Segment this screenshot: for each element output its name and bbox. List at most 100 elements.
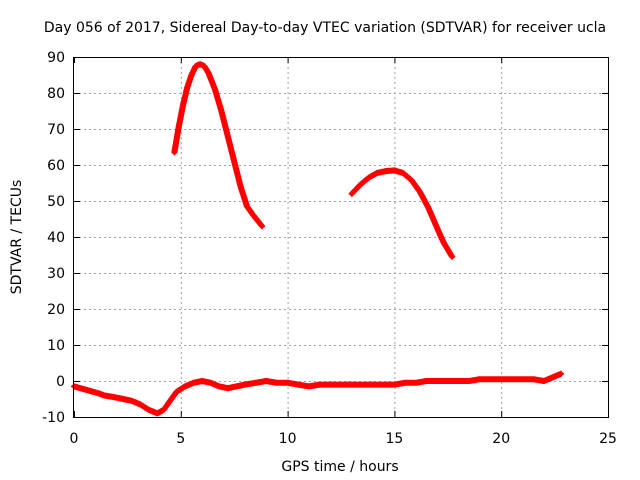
y-axis-label: SDTVAR / TECUs [9, 180, 25, 295]
data-point [541, 378, 547, 384]
data-point [200, 378, 205, 384]
data-point [225, 134, 230, 139]
data-point [206, 71, 211, 76]
y-tick-label: -10 [42, 410, 65, 426]
data-point [234, 384, 239, 389]
data-point [146, 407, 151, 412]
data-point [328, 382, 333, 387]
y-tick-label: 80 [47, 86, 65, 102]
data-point [296, 382, 301, 387]
data-point [84, 387, 90, 393]
data-point [477, 377, 482, 382]
data-series [348, 167, 456, 260]
data-point [509, 377, 515, 382]
data-point [259, 224, 265, 229]
data-point [161, 407, 166, 412]
data-point [242, 382, 248, 387]
y-tick-label: 70 [47, 122, 65, 138]
data-point [531, 377, 536, 382]
data-series [171, 61, 265, 230]
data-point [193, 63, 198, 69]
x-tick-label: 25 [599, 431, 617, 447]
x-tick-label: 15 [385, 431, 403, 447]
data-point [101, 393, 107, 398]
data-point [129, 398, 134, 403]
data-point [274, 380, 280, 385]
data-point [488, 377, 493, 382]
data-point [202, 63, 207, 69]
data-point [550, 375, 555, 380]
data-point [91, 389, 96, 394]
chart-title: Day 056 of 2017, Sidereal Day-to-day VTE… [44, 20, 606, 36]
data-point [434, 378, 440, 384]
data-point [520, 377, 525, 382]
data-point [360, 382, 365, 387]
data-point [445, 378, 450, 384]
data-point [238, 184, 243, 189]
data-point [217, 384, 222, 389]
data-point [225, 386, 230, 391]
data-point [264, 378, 269, 384]
data-point [434, 225, 440, 231]
data-point [306, 384, 312, 389]
x-tick-label: 5 [176, 431, 185, 447]
data-point [138, 402, 143, 407]
data-point [155, 411, 160, 416]
y-tick-label: 30 [47, 266, 65, 282]
data-point [78, 386, 83, 391]
data-point [120, 396, 126, 402]
y-tick-label: 90 [47, 50, 65, 66]
data-point [191, 380, 196, 385]
plot-area [71, 61, 564, 417]
data-point [349, 191, 354, 196]
data-point [197, 61, 203, 67]
y-tick-label: 20 [47, 302, 65, 318]
data-point [417, 189, 423, 195]
data-point [558, 371, 564, 376]
data-point [189, 72, 194, 78]
grid-lines [74, 57, 608, 417]
data-point [370, 382, 376, 387]
data-point [424, 378, 429, 384]
data-point [366, 175, 371, 180]
data-point [392, 382, 397, 387]
data-point [172, 150, 177, 155]
data-series [71, 370, 564, 417]
data-point [174, 389, 179, 394]
data-point [499, 377, 504, 382]
data-point [402, 380, 408, 385]
data-point [449, 254, 455, 259]
data-point [251, 213, 256, 218]
x-tick-label: 20 [492, 431, 510, 447]
data-point [409, 177, 414, 183]
data-point [426, 206, 431, 211]
data-point [232, 159, 237, 164]
data-point [400, 170, 406, 176]
data-point [358, 182, 363, 187]
y-tick-label: 10 [47, 338, 65, 354]
data-point [317, 382, 322, 387]
data-point [338, 382, 344, 387]
data-point [456, 378, 461, 384]
data-point [244, 204, 250, 209]
data-point [381, 382, 386, 387]
data-point [182, 384, 188, 389]
data-point [413, 380, 418, 385]
x-tick-label: 10 [279, 431, 297, 447]
data-point [285, 380, 290, 385]
data-point [375, 170, 380, 176]
y-tick-label: 0 [56, 374, 65, 390]
data-point [392, 168, 397, 173]
data-point [467, 378, 472, 384]
data-point [180, 103, 186, 108]
data-point [97, 391, 102, 396]
data-point [212, 87, 218, 92]
axis-ticks: -10 0 10 20 30 40 50 60 70 80 90 0 5 10 15 20 25 [42, 50, 617, 447]
data-point [208, 380, 213, 385]
data-point [185, 85, 190, 90]
x-axis-label: GPS time / hours [281, 459, 398, 475]
y-tick-label: 60 [47, 158, 65, 174]
data-point [383, 168, 389, 174]
data-point [112, 395, 117, 400]
y-tick-label: 40 [47, 230, 65, 246]
